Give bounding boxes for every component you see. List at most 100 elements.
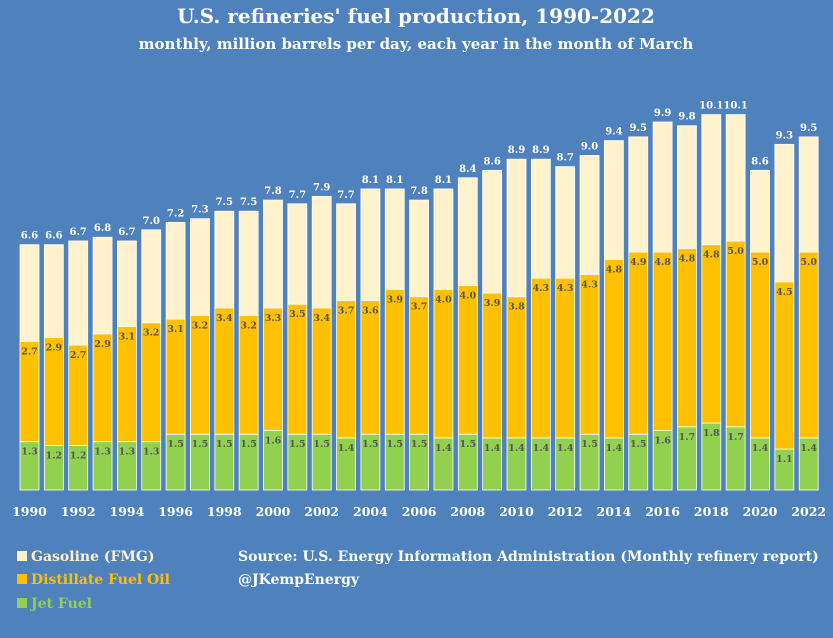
bar-distillate-2020 [750,251,770,439]
label-total-2014: 9.4 [605,127,622,138]
label-distillate-2007: 4.0 [435,294,452,305]
bar-gasoline-2008 [457,177,478,286]
bar-distillate-2000 [263,307,283,431]
bar-gasoline-2010 [506,158,527,298]
label-distillate-2011: 4.3 [533,283,550,294]
label-distillate-1997: 3.2 [192,320,209,331]
label-total-1994: 6.7 [118,227,135,238]
label-total-2018: 10.1 [699,101,723,112]
label-distillate-2000: 3.3 [265,313,282,324]
label-jet-fuel-1996: 1.5 [167,439,184,450]
bar-gasoline-2012 [555,166,576,279]
bar-distillate-2012 [555,277,576,439]
label-total-2009: 8.6 [483,156,500,167]
legend-label-jet-fuel: Jet Fuel [29,596,92,612]
bar-gasoline-1992 [68,240,89,346]
label-distillate-2013: 4.3 [581,279,598,290]
bar-distillate-2005 [384,288,405,435]
label-total-2021: 9.3 [776,130,793,141]
label-total-2011: 8.9 [532,145,549,156]
bar-distillate-2011 [530,277,551,439]
bar-gasoline-2002 [311,195,332,309]
bar-distillate-2008 [457,285,478,435]
label-total-2003: 7.7 [337,190,354,201]
label-jet-fuel-1998: 1.5 [216,439,233,450]
label-distillate-2001: 3.5 [289,309,306,320]
label-jet-fuel-2022: 1.4 [800,443,817,454]
label-distillate-2010: 3.8 [508,302,525,313]
label-distillate-2006: 3.7 [411,302,428,313]
x-axis-ticks: 1990 1992 1994 1996 1998 2000 2002 2004 2006 2008… [12,504,826,519]
label-distillate-2004: 3.6 [362,305,379,316]
label-distillate-2009: 3.9 [484,298,501,309]
label-jet-fuel-2016: 1.6 [654,436,671,447]
x-tick-2010: 2010 [499,504,534,519]
label-total-2001: 7.7 [289,190,306,201]
x-tick-2008: 2008 [450,504,485,519]
x-tick-2004: 2004 [353,504,388,519]
bars-layer: 1.3 2.7 6.6 1.2 2.9 6.6 1.2 2.7 6.7 1.3 2.9 6.8 1.3 3… [19,101,819,491]
label-total-1996: 7.2 [167,208,184,219]
bar-gasoline-1991 [43,244,64,339]
source-note: Source: U.S. Energy Information Administ… [238,549,819,565]
bar-distillate-2010 [506,296,527,439]
bar-distillate-1994 [117,326,137,443]
bar-distillate-2017 [677,247,697,428]
label-jet-fuel-2014: 1.4 [606,443,623,454]
bar-distillate-1996 [165,318,186,435]
bar-gasoline-2005 [384,188,405,290]
label-total-2019: 10.1 [723,101,747,112]
label-jet-fuel-2018: 1.8 [703,428,720,439]
bar-gasoline-1993 [92,236,113,335]
label-jet-fuel-1997: 1.5 [192,439,209,450]
x-tick-1994: 1994 [110,504,145,519]
label-jet-fuel-2020: 1.4 [752,443,769,454]
label-total-1990: 6.6 [21,231,38,242]
bar-gasoline-1998 [214,210,235,309]
bar-gasoline-1995 [141,229,162,324]
label-total-2006: 7.8 [410,186,427,197]
label-total-2004: 8.1 [362,175,379,186]
x-tick-2014: 2014 [597,504,632,519]
bar-gasoline-1994 [117,240,137,327]
bar-gasoline-2022 [798,136,819,253]
label-distillate-2019: 5.0 [727,246,744,257]
label-distillate-2016: 4.8 [654,257,671,268]
label-jet-fuel-2021: 1.1 [776,454,793,465]
bar-gasoline-1999 [238,210,259,316]
label-total-2007: 8.1 [435,175,452,186]
label-total-2020: 8.6 [751,156,768,167]
label-jet-fuel-2012: 1.4 [557,443,574,454]
bar-gasoline-2009 [482,169,503,294]
label-distillate-1991: 2.9 [46,343,63,354]
bar-gasoline-2021 [774,143,795,283]
x-tick-1996: 1996 [158,504,193,519]
label-total-2000: 7.8 [264,186,281,197]
x-tick-2022: 2022 [791,504,826,519]
label-distillate-2020: 5.0 [752,257,769,268]
bar-gasoline-2014 [604,140,624,260]
label-total-2008: 8.4 [459,164,476,175]
label-jet-fuel-2001: 1.5 [289,439,306,450]
x-tick-2016: 2016 [645,504,680,519]
bar-gasoline-2003 [336,203,356,301]
label-jet-fuel-1994: 1.3 [119,447,136,458]
label-jet-fuel-1992: 1.2 [70,450,87,461]
label-distillate-1993: 2.9 [94,339,111,350]
label-total-1998: 7.5 [216,197,233,208]
label-distillate-1992: 2.7 [70,350,87,361]
label-jet-fuel-2000: 1.6 [265,436,282,447]
label-jet-fuel-1995: 1.3 [143,447,160,458]
bar-distillate-2004 [360,300,381,435]
bar-gasoline-2017 [677,125,697,249]
x-tick-2002: 2002 [304,504,339,519]
label-jet-fuel-1999: 1.5 [240,439,257,450]
label-jet-fuel-2005: 1.5 [386,439,403,450]
legend-label-gasoline: Gasoline (FMG) [31,549,154,565]
label-distillate-1996: 3.1 [167,324,184,335]
label-jet-fuel-2007: 1.4 [435,443,452,454]
legend-item-jet-fuel: Jet Fuel [17,596,92,612]
bar-gasoline-2015 [628,136,649,253]
label-jet-fuel-1993: 1.3 [94,447,111,458]
